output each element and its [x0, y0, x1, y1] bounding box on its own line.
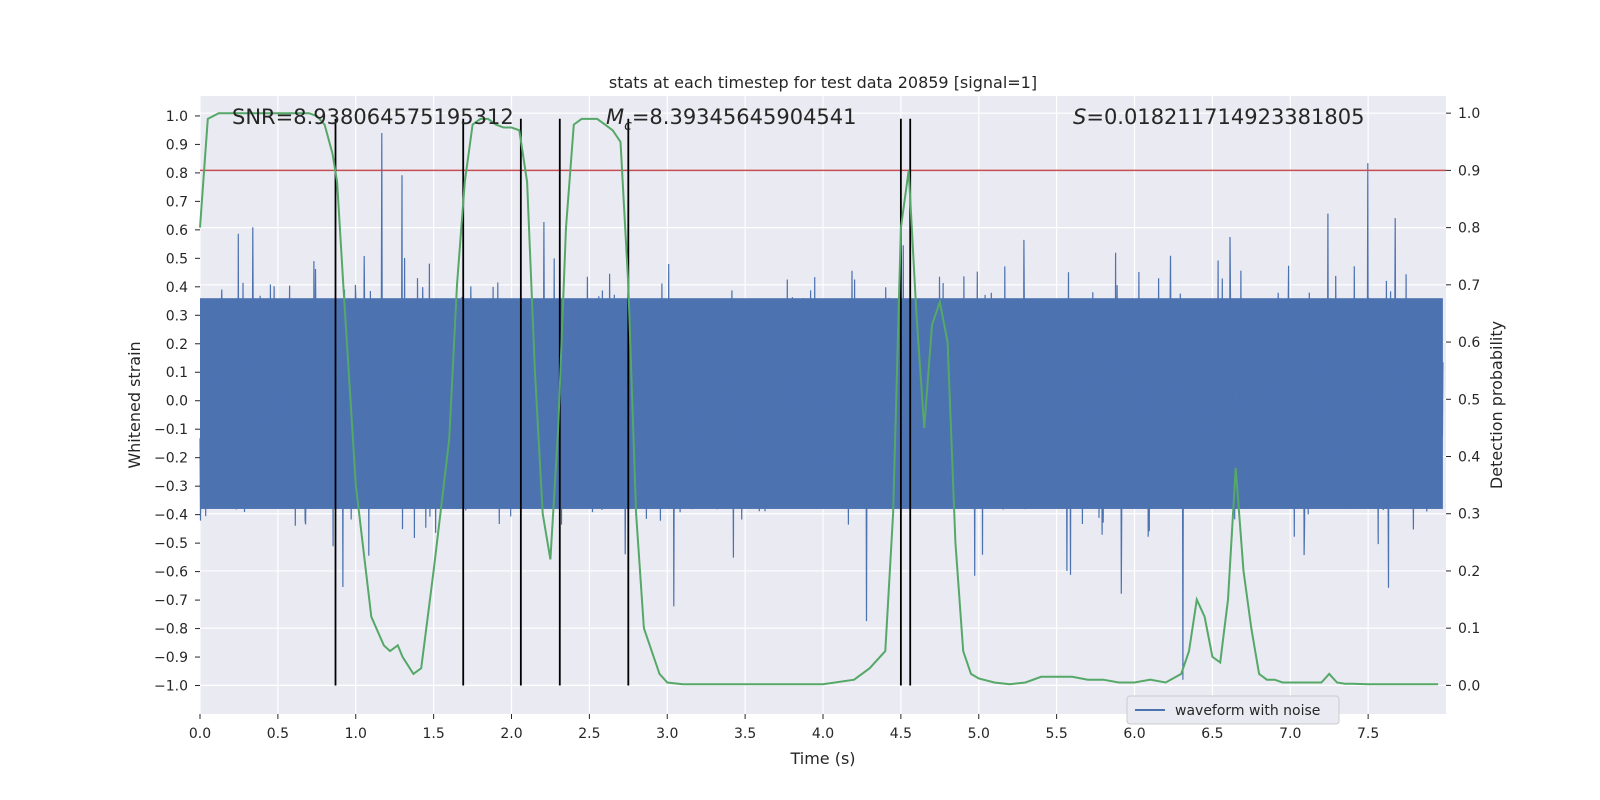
x-tick-label: 7.5	[1357, 726, 1379, 742]
x-tick-label: 6.5	[1201, 726, 1223, 742]
y-left-tick-label: −0.7	[154, 593, 188, 609]
x-tick-label: 5.5	[1045, 726, 1067, 742]
y-left-tick-label: −0.9	[154, 650, 188, 666]
x-tick-label: 2.0	[500, 726, 522, 742]
y-left-tick-label: 0.4	[166, 280, 188, 296]
y-right-tick-label: 0.5	[1458, 392, 1480, 408]
y-right-tick-label: 0.6	[1458, 335, 1480, 351]
y-left-tick-label: −1.0	[154, 679, 188, 695]
y-left-ticks: 1.0 0.9 0.8 0.7 0.6 0.5 0.4 0.3 0.2 0.1 0.0 −0.1 −0.…	[154, 109, 200, 695]
y-left-tick-label: 0.5	[166, 251, 188, 267]
y-right-tick-label: 0.8	[1458, 221, 1480, 237]
y-left-tick-label: −0.6	[154, 565, 188, 581]
y-left-tick-label: −0.3	[154, 479, 188, 495]
legend-label-waveform: waveform with noise	[1175, 703, 1320, 719]
y-left-tick-label: −0.4	[154, 508, 188, 524]
y-right-tick-label: 0.1	[1458, 621, 1480, 637]
legend-box	[1126, 695, 1340, 725]
x-tick-label: 4.0	[812, 726, 834, 742]
chart-title: stats at each timestep for test data 208…	[609, 73, 1037, 92]
y-left-tick-label: 0.0	[166, 394, 188, 410]
x-tick-label: 5.0	[968, 726, 990, 742]
y-right-tick-label: 0.9	[1458, 163, 1480, 179]
y-right-tick-label: 0.2	[1458, 564, 1480, 580]
x-tick-label: 7.0	[1279, 726, 1301, 742]
y-right-tick-label: 1.0	[1458, 106, 1480, 122]
detection-probability-line	[199, 112, 1439, 686]
x-tick-label: 2.5	[578, 726, 600, 742]
y-right-tick-label: 0.4	[1458, 450, 1480, 466]
y-left-tick-label: 0.7	[166, 194, 188, 210]
mc-symbol: M	[606, 105, 624, 129]
y-left-tick-label: 1.0	[166, 109, 188, 125]
y-left-tick-label: 0.9	[166, 137, 188, 153]
y-left-tick-label: 0.2	[166, 337, 188, 353]
x-tick-label: 4.5	[890, 726, 912, 742]
y-right-tick-label: 0.7	[1458, 278, 1480, 294]
x-ticks: 0.0 0.5 1.0 1.5 2.0 2.5 3.0 3.5 4.0 4.5 5.0 5.5 6.0 6…	[189, 714, 1379, 742]
y-left-tick-label: 0.8	[166, 166, 188, 182]
y-left-tick-label: −0.1	[154, 422, 188, 438]
legend: waveform with noise	[1126, 695, 1340, 725]
y-left-tick-label: −0.5	[154, 536, 188, 552]
y-axis-left-label: Whitened strain	[125, 341, 144, 468]
x-tick-label: 1.5	[422, 726, 444, 742]
y-left-tick-label: 0.1	[166, 365, 188, 381]
y-left-tick-label: −0.8	[154, 622, 188, 638]
y-left-tick-label: 0.6	[166, 223, 188, 239]
s-value: =0.018211714923381805	[1086, 105, 1364, 129]
y-right-ticks: 1.0 0.9 0.8 0.7 0.6 0.5 0.4 0.3 0.2 0.1 0.0	[1446, 106, 1480, 694]
x-tick-label: 0.0	[189, 726, 211, 742]
x-tick-label: 3.5	[734, 726, 756, 742]
y-right-tick-label: 0.3	[1458, 507, 1480, 523]
mc-subscript: c	[624, 118, 632, 134]
x-tick-label: 1.0	[345, 726, 367, 742]
x-tick-label: 0.5	[267, 726, 289, 742]
mc-annotation: Mc=8.39345645904541	[606, 105, 857, 134]
snr-annotation: SNR=8.938064575195312	[232, 105, 514, 129]
y-axis-right-label: Detection probability	[1487, 321, 1506, 489]
x-axis-label: Time (s)	[789, 749, 855, 768]
mc-value: =8.39345645904541	[632, 105, 857, 129]
y-left-tick-label: 0.3	[166, 308, 188, 324]
x-tick-label: 3.0	[656, 726, 678, 742]
y-right-tick-label: 0.0	[1458, 678, 1480, 694]
s-symbol: S	[1073, 105, 1086, 129]
s-annotation: S=0.018211714923381805	[1073, 105, 1364, 129]
y-left-tick-label: −0.2	[154, 451, 188, 467]
x-tick-label: 6.0	[1123, 726, 1145, 742]
